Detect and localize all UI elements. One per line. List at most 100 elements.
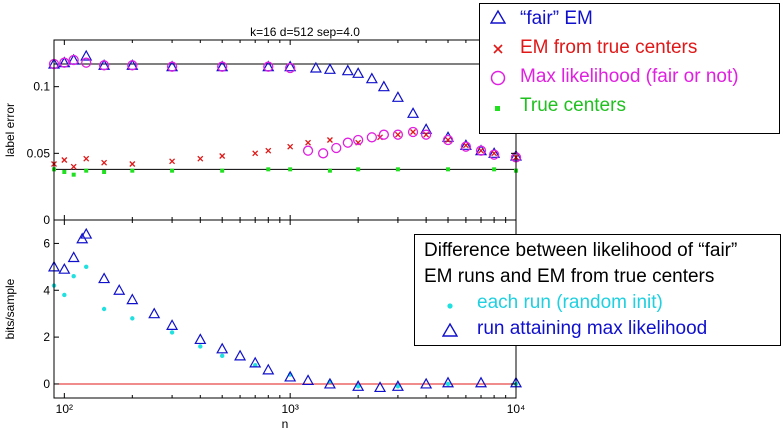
data-point-circle (392, 129, 404, 140)
data-point-triangle (323, 63, 336, 74)
data-point-triangle (80, 49, 93, 61)
data-point-dot (62, 292, 67, 298)
data-point-x (394, 131, 401, 138)
data-point-x (219, 153, 226, 159)
data-point-triangle (249, 356, 262, 368)
data-point-square (62, 170, 67, 174)
data-point-triangle (284, 370, 297, 382)
data-point-x (410, 129, 416, 135)
data-point-square (492, 167, 497, 172)
data-point-triangle (216, 342, 229, 354)
chart-title: k=16 d=512 sep=4.0 (250, 25, 360, 39)
data-point-circle (475, 145, 487, 156)
legend-label-max-run: run attaining max likelihood (477, 318, 708, 339)
data-point-square (327, 168, 332, 173)
plot-frame (53, 39, 517, 221)
data-point-square (288, 167, 293, 172)
data-point-triangle (341, 64, 354, 76)
data-point-triangle (148, 307, 161, 319)
data-point-circle (460, 141, 472, 152)
data-point-x (478, 147, 484, 154)
data-point-x (169, 158, 176, 165)
data-point-x (252, 150, 259, 157)
y-tick-label: 0 (43, 377, 50, 391)
data-point-triangle (58, 262, 71, 274)
data-point-dot (198, 344, 203, 349)
y-tick-label: 6 (43, 236, 50, 250)
data-point-square (356, 167, 361, 172)
data-point-x (287, 143, 294, 150)
data-point-square (84, 168, 89, 173)
data-point-x (265, 147, 272, 154)
data-point-x (101, 159, 108, 166)
dot-marker-icon (445, 298, 455, 316)
data-point-circle (127, 60, 138, 71)
legend-label-em-true-centers: EM from true centers (520, 37, 698, 58)
data-point-circle (378, 129, 390, 140)
data-point-x (491, 150, 498, 157)
data-point-triangle (352, 67, 365, 78)
data-point-triangle (474, 376, 488, 388)
data-point-triangle (377, 80, 390, 92)
triangle-marker-icon (441, 322, 459, 343)
data-point-x (83, 155, 90, 162)
data-point-dot (445, 381, 451, 387)
data-point-circle (98, 60, 110, 71)
data-point-circle (59, 57, 70, 68)
data-point-circle (318, 148, 329, 159)
data-point-circle (488, 149, 500, 160)
data-point-triangle (374, 381, 387, 393)
triangle-marker-icon (489, 9, 507, 30)
legend-label-true-centers: True centers (520, 95, 626, 116)
data-point-circle (442, 134, 454, 146)
data-point-triangle (441, 376, 455, 388)
data-point-square (71, 172, 76, 177)
legend-title-line-1: Difference between likelihood of “fair” (424, 240, 738, 261)
data-point-square (102, 170, 107, 174)
data-point-circle (285, 62, 296, 74)
data-point-x (70, 163, 77, 170)
legend-bottom: Difference between likelihood of “fair” … (414, 234, 781, 346)
data-point-square (130, 168, 135, 173)
x-tick-label: 10² (56, 402, 73, 416)
data-point-triangle (194, 333, 207, 345)
y-axis-label: label error (3, 103, 17, 157)
data-point-circle (352, 134, 364, 146)
data-point-triangle (323, 377, 336, 389)
data-point-triangle (113, 284, 126, 295)
data-point-triangle (420, 377, 433, 389)
y-tick-label: 4 (43, 283, 50, 297)
data-point-circle (81, 57, 92, 68)
data-point-circle (217, 61, 228, 72)
data-point-dot (130, 316, 135, 321)
x-tick-label: 10⁴ (507, 402, 526, 416)
data-point-x (326, 137, 333, 143)
data-point-triangle (284, 60, 297, 72)
data-point-triangle (488, 147, 501, 158)
data-point-circle (407, 126, 419, 138)
x-tick-label: 10³ (281, 402, 298, 416)
data-point-triangle (459, 139, 472, 150)
data-point-x (462, 142, 469, 149)
data-point-triangle (407, 107, 420, 118)
data-point-triangle (309, 61, 322, 73)
data-point-triangle (302, 374, 315, 386)
data-point-dot (101, 306, 107, 312)
data-point-circle (342, 137, 353, 148)
data-point-circle (263, 61, 274, 72)
data-point-triangle (391, 91, 404, 102)
y-tick-label: 0 (43, 213, 50, 227)
data-point-dot (219, 353, 225, 359)
data-point-dot (84, 264, 89, 270)
data-point-dot (169, 330, 175, 335)
legend-label-each-run: each run (random init) (477, 292, 663, 313)
data-point-triangle (262, 363, 275, 375)
data-point-circle (420, 129, 432, 140)
legend-label-max-likelihood: Max likelihood (fair or not) (520, 66, 739, 87)
data-point-circle (166, 61, 178, 72)
data-point-triangle (67, 251, 80, 263)
data-point-circle (68, 54, 79, 66)
axes-label-error: 0 0.05 0.1 label error k=16 d=512 sep=4.0 (3, 25, 523, 227)
data-point-triangle (126, 293, 139, 305)
data-point-circle (331, 142, 342, 154)
